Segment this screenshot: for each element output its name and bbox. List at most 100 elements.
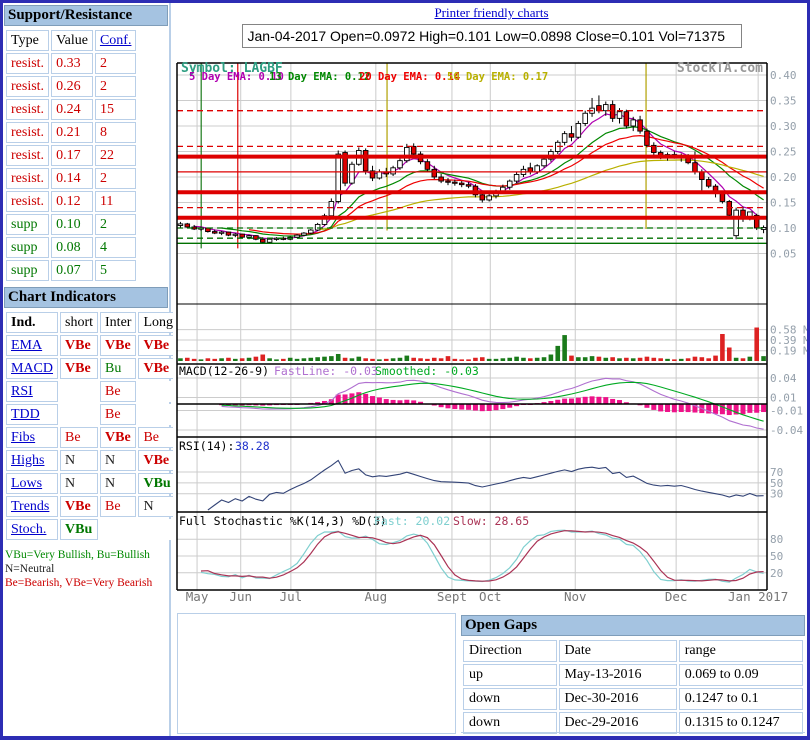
indicator-link[interactable]: Stoch. (11, 521, 47, 537)
volume-bar (390, 358, 396, 361)
indicator-rating-cell: VBe (138, 358, 179, 379)
macd-smooth-label: Smoothed: -0.03 (375, 364, 479, 378)
candle-body (246, 235, 252, 238)
volume-bar (397, 357, 403, 361)
support-resistance-title: Support/Resistance (4, 5, 168, 26)
candle-body (651, 144, 657, 153)
chart-indicators-table: Ind. short Inter Long EMA VBe VBe VBe MACD VBe Bu V… (4, 310, 180, 542)
stoch-slow-line (200, 530, 764, 582)
macd-fast-label: FastLine: -0.03 (274, 364, 378, 378)
sidebar: Support/Resistance Type Value Conf. resist.… (3, 3, 179, 736)
macd-histogram-bar (713, 404, 719, 414)
candle-body (404, 146, 410, 162)
stoch-axis-label: 50 (770, 550, 783, 563)
volume-bar (308, 357, 314, 361)
indicator-name-cell: Highs (6, 450, 59, 471)
macd-histogram-bar (404, 399, 410, 404)
macd-histogram-bar (376, 397, 382, 404)
indicator-link[interactable]: Trends (11, 498, 50, 514)
candle-body (506, 180, 513, 188)
macd-histogram-bar (747, 404, 753, 413)
volume-bar (267, 358, 272, 361)
indicator-link[interactable]: Lows (11, 475, 43, 491)
indicator-link[interactable]: MACD (11, 360, 54, 376)
gap-date-cell: May-13-2016 (558, 664, 677, 686)
indicator-link[interactable]: Highs (11, 452, 45, 468)
month-label: Jan 2017 (728, 589, 788, 604)
stoch-label: Full Stochastic %K(14,3) %D(3) (179, 514, 387, 528)
indicator-name-cell: Fibs (6, 427, 59, 448)
sr-conf-cell: 8 (94, 122, 137, 143)
conf-header-link[interactable]: Conf. (99, 32, 132, 48)
candle-body (424, 161, 431, 170)
volume-bar (377, 359, 382, 361)
printer-link-row: Printer friendly charts (173, 5, 807, 21)
macd-histogram-bar (733, 404, 739, 415)
column-header-range: range (678, 640, 803, 662)
macd-histogram-bar (349, 393, 355, 404)
sr-value-cell: 0.17 (51, 145, 93, 166)
macd-histogram-bar (541, 402, 547, 404)
volume-bar (178, 358, 183, 361)
volume-bar (383, 358, 389, 361)
gap-range-cell: 0.069 to 0.09 (678, 664, 803, 686)
macd-histogram-bar (438, 404, 444, 408)
macd-histogram-bar (486, 404, 492, 411)
volume-bar (706, 358, 711, 361)
candle-body (266, 238, 273, 243)
volume-bar (301, 358, 307, 361)
candle-body (596, 105, 602, 112)
candle-body (534, 165, 540, 173)
open-gaps-section: Open Gaps Direction Date range up May-13-201… (461, 615, 805, 736)
indicator-link[interactable]: RSI (11, 383, 33, 399)
sr-conf-cell: 22 (94, 145, 137, 166)
candle-body (211, 231, 218, 234)
candle-body (218, 231, 225, 234)
macd-histogram-bar (479, 404, 485, 412)
indicator-rating-cell (60, 404, 99, 425)
sr-type-cell: resist. (6, 76, 50, 97)
indicator-rating-cell: N (100, 450, 137, 471)
indicator-link[interactable]: EMA (11, 337, 43, 353)
indicator-link[interactable]: Fibs (11, 429, 36, 445)
printer-friendly-link[interactable]: Printer friendly charts (434, 5, 549, 20)
macd-histogram-bar (459, 404, 465, 410)
macd-histogram-bar (328, 399, 334, 404)
volume-bar (733, 357, 739, 361)
macd-histogram-bar (706, 404, 712, 414)
candle-body (699, 171, 705, 181)
macd-histogram-bar (493, 404, 499, 411)
volume-bar (466, 359, 471, 361)
macd-histogram-bar (342, 394, 348, 404)
sr-type-cell: resist. (6, 168, 50, 189)
indicator-rating-cell: N (100, 473, 137, 494)
candle-body (753, 214, 760, 229)
volume-bar (438, 358, 444, 361)
macd-histogram-bar (260, 404, 266, 406)
candle-body (513, 173, 520, 182)
stoch-fast-label: Fast: 20.02 (374, 514, 450, 528)
volume-bar (246, 357, 252, 361)
macd-histogram-bar (548, 401, 554, 404)
volume-bar (335, 353, 341, 361)
rsi-label: RSI(14): (179, 439, 234, 453)
volume-bar (500, 358, 506, 361)
macd-histogram-bar (610, 398, 616, 404)
candle-body (630, 119, 636, 127)
volume-bar (630, 358, 636, 361)
volume-bar (740, 358, 746, 361)
candle-body (582, 112, 588, 124)
indicator-rating-cell: VBe (60, 496, 99, 517)
sr-value-cell: 0.10 (51, 214, 93, 235)
macd-histogram-bar (658, 404, 664, 412)
indicator-link[interactable]: TDD (11, 406, 40, 422)
volume-bar (479, 357, 485, 361)
price-axis-label: 0.30 (770, 120, 797, 133)
macd-histogram-bar (335, 394, 341, 404)
candle-body (260, 238, 266, 243)
volume-bar (281, 358, 286, 361)
candle-body (692, 162, 698, 173)
volume-bar (534, 357, 540, 361)
macd-histogram-bar (500, 404, 506, 410)
sr-conf-cell: 15 (94, 99, 137, 120)
